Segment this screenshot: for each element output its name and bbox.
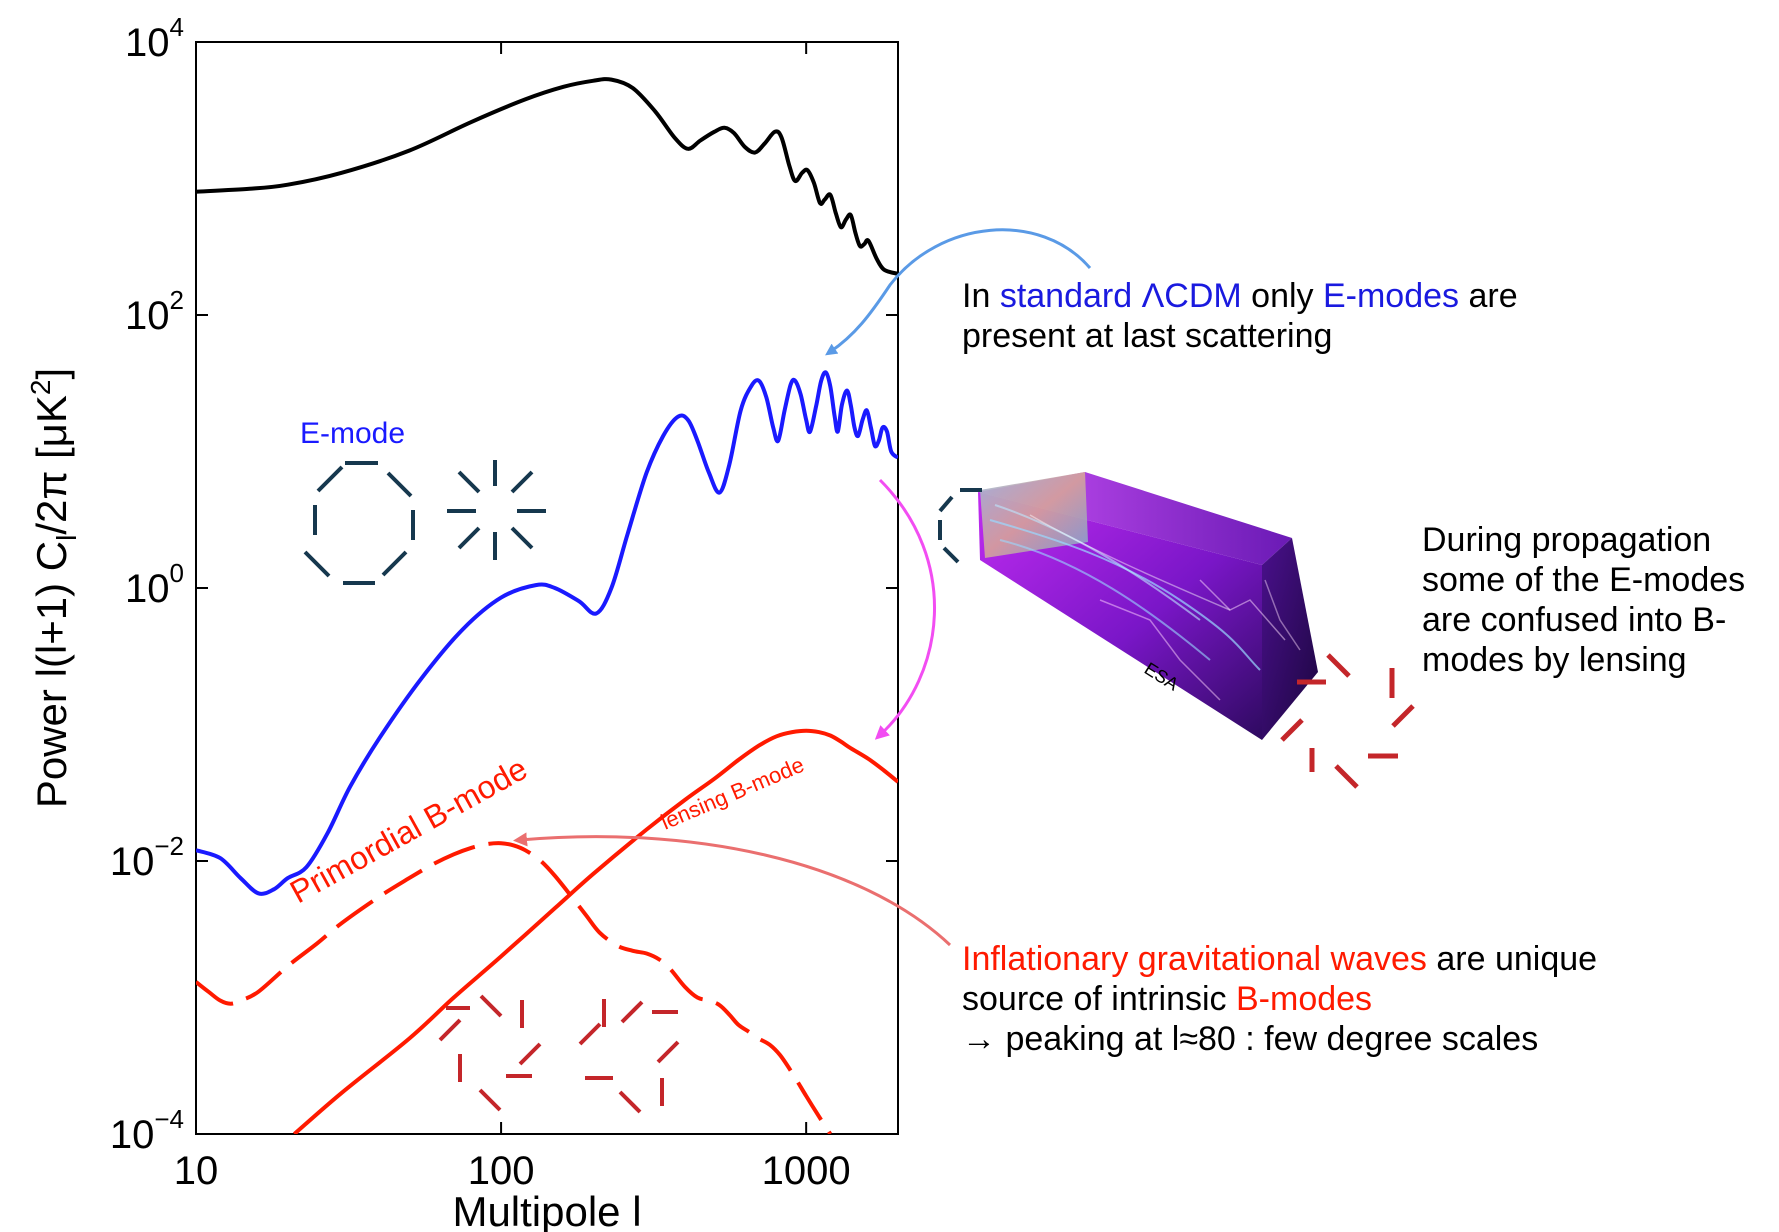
series-group — [196, 77, 898, 1134]
lensed-b-mode-pattern-icon — [1280, 653, 1415, 789]
y-axis-label: Power l(l+1) Cl/2π [μK2] — [25, 368, 82, 808]
annotation-inflation: Inflationary gravitational waves are uni… — [962, 940, 1598, 1058]
series-temperature — [196, 77, 898, 276]
label-primordial-b-mode: Primordial B-mode — [284, 750, 533, 910]
lensing-simulation-box-image: ESA — [938, 472, 1415, 789]
series-primordial-b-mode — [196, 841, 832, 1134]
e-mode-pattern-icon — [303, 460, 546, 585]
x-tick-label: 100 — [468, 1149, 535, 1193]
emode-octagon-icon — [938, 488, 982, 564]
axis-ticks: 10 100 1000 104 102 100 10−2 10−4 — [110, 12, 898, 1193]
arrow-lcdm — [825, 228, 1092, 356]
y-tick-label: 100 — [125, 558, 184, 611]
b-mode-pattern-icon — [438, 994, 680, 1114]
plot-frame — [195, 41, 899, 1135]
arrow-inflation — [513, 832, 952, 947]
y-tick-label: 10−2 — [110, 831, 184, 884]
y-tick-label: 104 — [125, 12, 184, 65]
series-e-mode — [196, 370, 898, 896]
annotation-propagation: During propagation some of the E-modes a… — [1422, 521, 1746, 679]
annotation-lcdm: In standard ΛCDM only E-modes are presen… — [962, 277, 1518, 355]
y-tick-label: 102 — [125, 285, 184, 338]
y-tick-label: 10−4 — [110, 1104, 184, 1157]
arrow-lensing — [874, 478, 936, 740]
x-tick-label: 1000 — [762, 1149, 851, 1193]
series-lensing-b-mode — [292, 728, 898, 1134]
label-e-mode: E-mode — [300, 417, 405, 450]
x-axis-label: Multipole l — [452, 1188, 641, 1232]
x-tick-label: 10 — [174, 1149, 219, 1193]
